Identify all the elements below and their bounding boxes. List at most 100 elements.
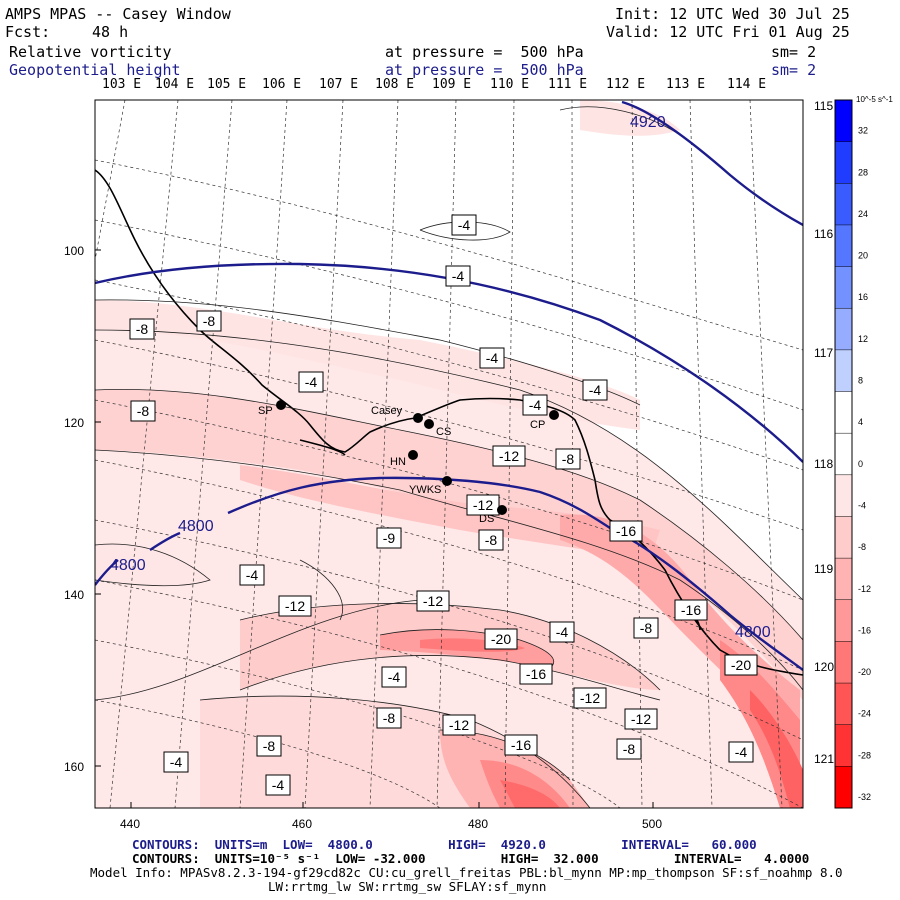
- lon-label-top: 106 E: [262, 77, 302, 92]
- vorticity-label: -4: [451, 214, 477, 236]
- colorbar-swatch: [835, 558, 852, 601]
- station-label: HN: [390, 456, 406, 468]
- svg-text:-8: -8: [383, 710, 396, 726]
- vorticity-label: -8: [616, 738, 642, 760]
- station-marker: [408, 450, 418, 460]
- vorticity-label: -8: [376, 707, 402, 729]
- lon-label-top: 111 E: [548, 77, 588, 92]
- vorticity-label: -4: [549, 621, 575, 643]
- vorticity-label: -8: [478, 529, 504, 551]
- svg-text:-12: -12: [449, 717, 469, 733]
- colorbar-tick-label: -24: [858, 709, 871, 719]
- colorbar-tick-label: 20: [858, 251, 868, 261]
- vorticity-labels: -4 -4 -8 -8 -4 -4 -8 -4 -4 -12 -8 -12 -9 -8 -16 -4 -12 -1…: [129, 214, 758, 796]
- left-axis: 100 120 140 160: [64, 244, 101, 774]
- vorticity-label: -20: [724, 654, 758, 676]
- vorticity-label: -16: [504, 734, 538, 756]
- svg-text:-12: -12: [499, 448, 519, 464]
- svg-text:-12: -12: [423, 593, 443, 609]
- vorticity-label: -4: [479, 347, 505, 369]
- y-tick-label: 160: [64, 760, 84, 774]
- svg-text:-4: -4: [246, 567, 259, 583]
- svg-text:-9: -9: [383, 530, 396, 546]
- field2-name: Geopotential height: [9, 61, 181, 79]
- lon-label-top: 113 E: [666, 77, 706, 92]
- vorticity-label: -12: [466, 494, 500, 516]
- vorticity-label: -12: [278, 595, 312, 617]
- footer-model-info: Model Info: MPASv8.2.3-194-gf29cd82c CU:…: [90, 865, 843, 880]
- vorticity-label: -4: [239, 564, 265, 586]
- lon-label-top: 112 E: [606, 77, 646, 92]
- geopotential-contours: [95, 100, 803, 671]
- vorticity-label: -12: [416, 590, 450, 612]
- vorticity-label: -20: [484, 628, 518, 650]
- station-marker: [424, 419, 434, 429]
- vorticity-label: -12: [624, 708, 658, 730]
- vorticity-label: -8: [130, 400, 156, 422]
- lon-label-top: 114 E: [727, 77, 767, 92]
- height-label-4920: 4920: [630, 114, 666, 131]
- svg-text:-8: -8: [137, 403, 150, 419]
- vorticity-label: -4: [582, 379, 608, 401]
- vorticity-label: -4: [265, 774, 291, 796]
- plot-border: [94, 99, 804, 809]
- vorticity-label: -4: [163, 751, 189, 773]
- lon-label-top: 108 E: [375, 77, 415, 92]
- vorticity-label: -8: [196, 310, 222, 332]
- field1-name: Relative vorticity: [9, 43, 172, 61]
- lon-label-top: 103 E: [102, 77, 142, 92]
- svg-text:-4: -4: [458, 217, 471, 233]
- colorbar-tick-label: -32: [858, 792, 871, 802]
- svg-text:-20: -20: [491, 631, 511, 647]
- colorbar-tick-label: -12: [858, 584, 871, 594]
- bottom-axis: 440 460 480 500: [120, 802, 662, 831]
- colorbar: 32 28 24 20 16 12 8 4 0 -4 -8 -12 -16 -20 -24 -28 -32: [834, 99, 871, 809]
- colorbar-tick-label: 16: [858, 292, 868, 302]
- colorbar-swatch: [835, 766, 852, 809]
- x-tick-label: 500: [642, 817, 662, 831]
- colorbar-tick-label: 8: [858, 376, 863, 386]
- vorticity-label: -8: [129, 318, 155, 340]
- colorbar-swatch: [835, 224, 852, 268]
- svg-text:-12: -12: [580, 690, 600, 706]
- station-label: CS: [436, 426, 451, 438]
- vorticity-label: -8: [256, 735, 282, 757]
- svg-text:-4: -4: [735, 744, 748, 760]
- y-tick-label: 100: [64, 244, 84, 258]
- svg-text:-8: -8: [136, 321, 149, 337]
- vorticity-label: -12: [573, 687, 607, 709]
- svg-text:-12: -12: [631, 711, 651, 727]
- x-tick-label: 440: [120, 817, 140, 831]
- svg-text:-4: -4: [589, 382, 602, 398]
- vorticity-label: -4: [445, 265, 471, 287]
- lon-label-top: 109 E: [432, 77, 472, 92]
- vorticity-label: -12: [442, 714, 476, 736]
- vorticity-label: -8: [555, 448, 581, 470]
- svg-text:-12: -12: [285, 598, 305, 614]
- colorbar-tick-label: -28: [858, 750, 871, 760]
- svg-text:-8: -8: [203, 313, 216, 329]
- colorbar-swatch: [835, 599, 852, 642]
- svg-text:-4: -4: [529, 397, 542, 413]
- colorbar-unit: 10^-5 s^-1: [856, 95, 893, 104]
- colorbar-tick-label: -20: [858, 667, 871, 677]
- colorbar-tick-label: 4: [858, 417, 863, 427]
- field2-level: at pressure = 500 hPa: [385, 61, 584, 79]
- height-label-4800: 4800: [735, 624, 771, 641]
- colorbar-swatch: [835, 183, 852, 226]
- colorbar-swatch: [835, 308, 852, 351]
- x-tick-label: 480: [468, 817, 488, 831]
- footer-physics-info: LW:rrtmg_lw SW:rrtmg_sw SFLAY:sf_mynn: [268, 879, 547, 894]
- station-marker: [497, 505, 507, 515]
- colorbar-tick-label: 32: [858, 126, 868, 136]
- plot-title: AMPS MPAS -- Casey Window: [5, 5, 231, 23]
- station-label: SP: [258, 405, 273, 417]
- colorbar-swatch: [835, 391, 852, 434]
- colorbar-tick-label: 0: [858, 459, 863, 469]
- vorticity-label: -12: [492, 445, 526, 467]
- vorticity-label: -4: [298, 371, 324, 393]
- station-label: YWKS: [409, 484, 441, 496]
- height-label-4800: 4800: [178, 518, 214, 535]
- station-marker: [413, 413, 423, 423]
